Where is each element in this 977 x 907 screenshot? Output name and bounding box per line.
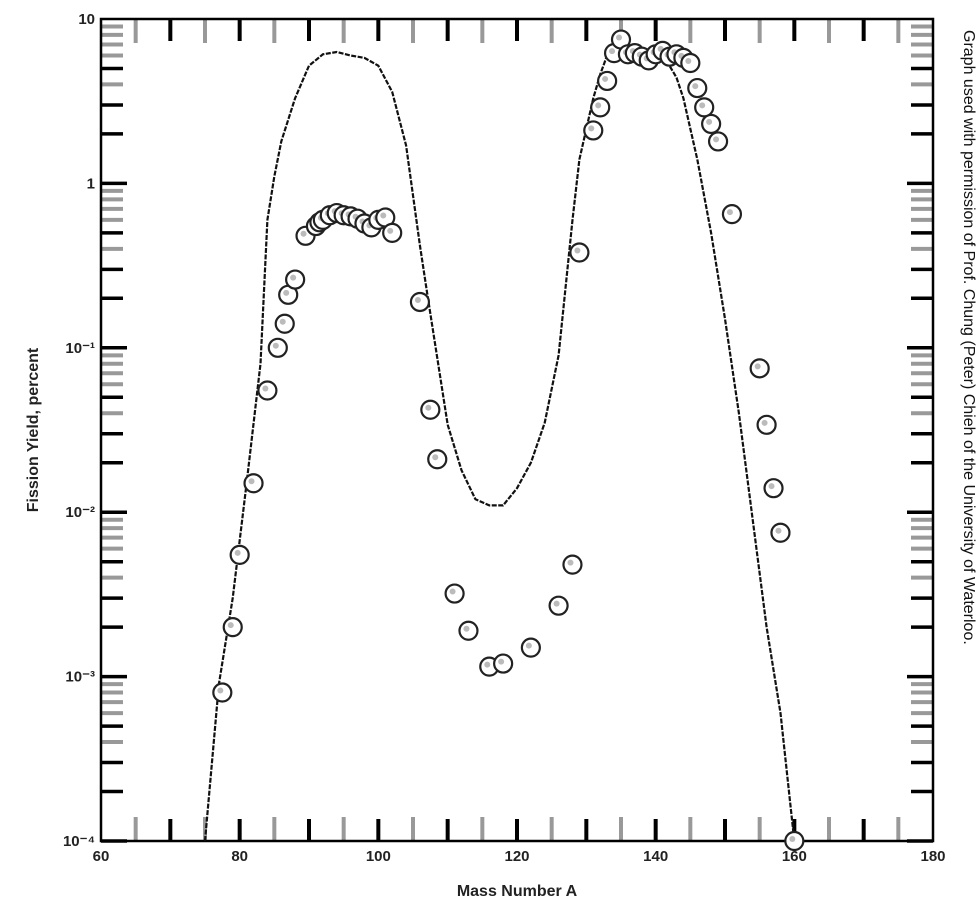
data-point [427, 449, 448, 470]
data-points [212, 29, 805, 852]
data-point-shade [498, 658, 505, 665]
data-point [721, 204, 743, 225]
data-point-shade [685, 57, 692, 64]
data-point-shade [789, 836, 796, 842]
data-point-shade [761, 419, 768, 426]
credit-text: Graph used with permission of Prof. Chun… [960, 30, 977, 645]
data-point-shade [272, 342, 279, 349]
data-point [409, 291, 431, 313]
data-point-shade [234, 549, 241, 556]
data-point-shade [449, 588, 456, 595]
data-point-shade [300, 230, 307, 237]
data-point-shade [754, 363, 761, 370]
data-point-shade [699, 102, 706, 109]
data-point-shade [525, 642, 532, 649]
x-tick-label: 80 [231, 848, 248, 865]
tick-labels: 60 80 100 120 140 160 180 10 1 10⁻¹ 10⁻² 10⁻³ 10⁻⁴ [63, 11, 946, 865]
data-point [763, 478, 784, 499]
data-point-shade [380, 212, 387, 219]
data-point [267, 337, 288, 358]
data-point-shade [262, 385, 269, 392]
axis-ticks [101, 19, 933, 843]
data-point [583, 120, 604, 141]
data-point-shade [609, 48, 616, 55]
data-point-shade [726, 209, 733, 216]
data-point-shade [567, 559, 574, 566]
data-point [770, 522, 791, 543]
x-tick-label: 60 [93, 848, 110, 865]
y-tick-label: 10⁻³ [65, 669, 95, 686]
data-point [569, 242, 590, 263]
data-point [229, 544, 250, 565]
y-tick-label: 10⁻² [65, 504, 95, 521]
data-point [222, 617, 243, 638]
x-tick-label: 100 [366, 848, 391, 865]
data-point [257, 380, 278, 401]
data-point-shade [616, 34, 622, 41]
data-point-shade [574, 247, 581, 254]
x-tick-label: 120 [504, 848, 529, 865]
data-point [610, 29, 632, 50]
data-point-shade [706, 118, 713, 125]
y-tick-label: 10⁻¹ [65, 340, 95, 357]
data-point-shade [595, 102, 602, 109]
credit-note: Graph used with permission of Prof. Chun… [957, 30, 977, 870]
yield-curve [203, 49, 796, 842]
data-point [694, 97, 715, 118]
y-axis-title: Fission Yield, percent [25, 347, 42, 512]
data-point [520, 637, 541, 658]
data-point [285, 269, 306, 290]
data-point [784, 830, 805, 852]
data-point-shade [248, 478, 255, 485]
data-point-shade [692, 83, 699, 90]
data-point-shade [588, 125, 595, 132]
data-point [493, 653, 514, 674]
data-point-shade [768, 483, 775, 490]
data-point [562, 554, 583, 575]
data-point [243, 473, 264, 494]
data-point-shade [775, 527, 782, 534]
data-point [444, 583, 465, 604]
data-point [701, 113, 722, 135]
data-point [274, 313, 295, 334]
y-tick-label: 10⁻⁴ [63, 833, 95, 850]
data-point-shade [283, 289, 290, 296]
data-point-shade [227, 622, 234, 629]
data-point [680, 52, 701, 74]
data-point [756, 414, 777, 435]
x-tick-label: 160 [782, 848, 807, 865]
data-point [590, 97, 611, 118]
x-tick-label: 140 [643, 848, 668, 865]
data-point-shade [553, 600, 560, 607]
data-point [548, 595, 569, 616]
data-point [212, 682, 233, 703]
data-point-shade [425, 404, 432, 411]
data-point-shade [279, 318, 286, 325]
data-point [458, 620, 479, 641]
y-tick-label: 1 [87, 175, 95, 192]
data-point [597, 70, 618, 92]
data-point-shade [432, 454, 439, 461]
plot-frame [99, 17, 935, 843]
data-point-shade [463, 625, 470, 632]
data-point [749, 358, 770, 379]
data-point-shade [414, 296, 421, 303]
data-point [687, 77, 708, 99]
x-axis-title: Mass Number A [457, 883, 578, 900]
data-point-shade [387, 227, 394, 234]
data-point-shade [290, 274, 297, 281]
data-point-shade [602, 75, 609, 82]
x-tick-label: 180 [920, 848, 945, 865]
y-tick-label: 10 [78, 11, 95, 28]
data-point [382, 222, 403, 243]
data-point [707, 131, 729, 152]
data-point-shade [713, 136, 720, 143]
data-point-shade [217, 687, 224, 694]
data-point-shade [484, 661, 491, 668]
data-point [420, 399, 441, 420]
